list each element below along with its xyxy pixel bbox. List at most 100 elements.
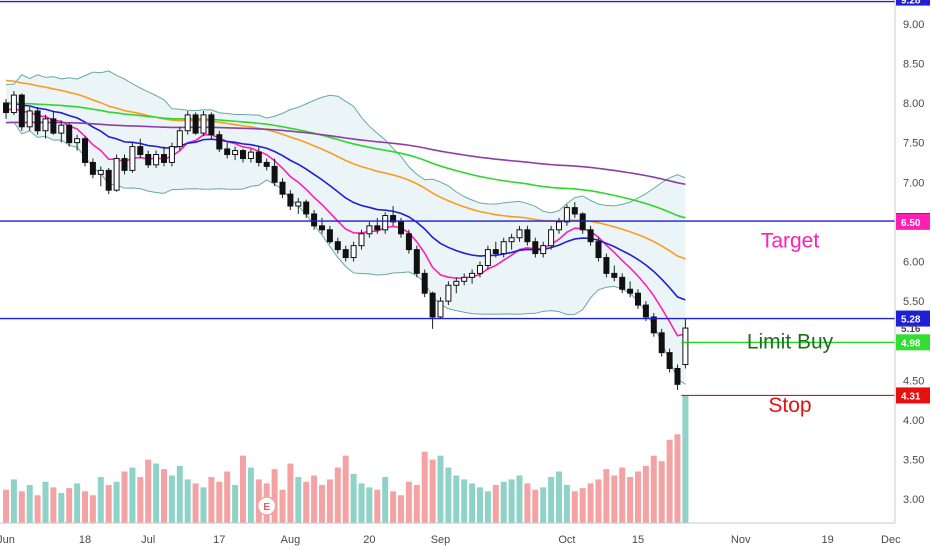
- price-badge-label: 4.31: [901, 391, 921, 402]
- x-tick-label: Oct: [558, 534, 575, 546]
- candle-body: [579, 213, 586, 231]
- candle-body: [445, 284, 452, 302]
- volume-bar: [508, 479, 515, 523]
- volume-bar: [319, 484, 325, 523]
- candle-body: [26, 110, 33, 128]
- volume-bar: [26, 484, 33, 523]
- volume-bar: [540, 487, 547, 523]
- annotation-label: Limit Buy: [747, 331, 834, 354]
- volume-bar: [398, 495, 404, 523]
- candle-body: [271, 165, 278, 183]
- x-tick-label: 18: [79, 534, 91, 546]
- y-tick-label: 4.50: [903, 375, 924, 387]
- volume-bar: [121, 471, 128, 523]
- y-tick-label: 3.50: [903, 455, 924, 467]
- volume-bar: [279, 489, 286, 523]
- candle-body: [89, 161, 96, 175]
- candle-body: [587, 229, 594, 243]
- candle-body: [477, 264, 483, 274]
- x-tick-label: 15: [632, 534, 644, 546]
- volume-bar: [453, 475, 460, 523]
- volume-bar: [105, 484, 112, 523]
- volume-bar: [492, 484, 499, 523]
- candle-body: [208, 114, 215, 136]
- candle-body: [500, 241, 507, 255]
- volume-bars: [3, 395, 689, 523]
- x-tick-label: 19: [821, 534, 833, 546]
- candle-body: [161, 154, 167, 163]
- candle-body: [469, 272, 476, 278]
- volume-bar: [642, 465, 649, 523]
- candle-body: [666, 352, 673, 369]
- candle-body: [571, 207, 578, 215]
- candle-body: [516, 229, 523, 239]
- price-badge-label: 5.28: [901, 315, 921, 326]
- price-badge-label: 5.16: [901, 324, 921, 335]
- volume-bar: [240, 455, 246, 523]
- volume-bar: [595, 479, 602, 523]
- y-tick-label: 9.00: [903, 19, 924, 31]
- earnings-marker: [256, 496, 277, 516]
- candle-body: [540, 245, 547, 255]
- candle-body: [350, 245, 357, 259]
- volume-bar: [18, 491, 25, 523]
- volume-bar: [516, 475, 523, 523]
- volume-bar: [168, 475, 175, 523]
- candle-body: [66, 124, 73, 144]
- volume-bar: [232, 484, 239, 523]
- candle-body: [366, 225, 373, 235]
- volume-bar: [390, 491, 397, 523]
- candle-body: [184, 114, 191, 132]
- y-tick-label: 7.50: [903, 138, 924, 150]
- volume-bar: [358, 483, 365, 523]
- y-tick-label: 6.00: [903, 257, 924, 269]
- price-levels: [0, 0, 895, 397]
- annotation-label: Target: [761, 229, 820, 252]
- volume-bar: [650, 455, 657, 523]
- volume-bar: [469, 483, 476, 523]
- annotations: Target Limit Buy Stop E: [256, 229, 834, 516]
- volume-bar: [184, 479, 191, 523]
- volume-bar: [611, 475, 618, 523]
- volume-bar: [627, 477, 634, 523]
- volume-bar: [571, 491, 578, 523]
- volume-bar: [311, 475, 318, 523]
- volume-bar: [556, 471, 562, 523]
- candle-body: [508, 237, 515, 243]
- bollinger-fill: [6, 70, 686, 385]
- volume-bar: [129, 467, 136, 523]
- candle-body: [650, 316, 657, 334]
- candle-body: [642, 304, 649, 318]
- candle-body: [532, 241, 539, 255]
- volume-bar: [682, 395, 689, 523]
- volume-bar: [208, 477, 215, 523]
- candle-body: [176, 130, 183, 148]
- volume-bar: [89, 495, 96, 523]
- volume-bar: [548, 477, 555, 523]
- candle-body: [492, 249, 499, 255]
- y-tick-label: 5.50: [903, 296, 924, 308]
- top-price-badge-label: 9.28: [901, 0, 921, 7]
- volume-bar: [461, 479, 468, 523]
- price-badge: [896, 334, 930, 351]
- volume-bar: [326, 479, 333, 523]
- volume-bar: [405, 481, 412, 523]
- ma-blue: [5, 102, 686, 301]
- candle-body: [619, 276, 626, 290]
- candle-body: [595, 241, 602, 259]
- candle-body: [113, 157, 120, 191]
- volume-bar: [287, 463, 294, 523]
- candle-body: [97, 169, 104, 175]
- volume-bar: [50, 487, 57, 523]
- volume-bar: [161, 469, 167, 523]
- volume-bar: [500, 481, 507, 523]
- candle-body: [524, 229, 531, 243]
- volume-bar: [429, 459, 436, 523]
- volume-bar: [635, 471, 641, 523]
- candle-body: [216, 134, 223, 150]
- volume-bar: [413, 484, 420, 523]
- volume-bar: [295, 477, 302, 523]
- candle-body: [82, 138, 88, 163]
- candle-body: [105, 169, 112, 191]
